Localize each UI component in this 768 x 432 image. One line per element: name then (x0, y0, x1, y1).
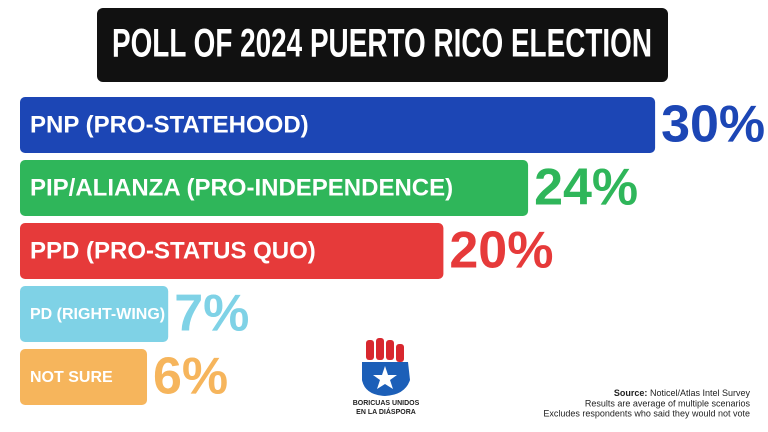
category-label: PPD (PRO-STATUS QUO) (30, 237, 316, 264)
note: Excludes respondents who said they would… (543, 408, 750, 418)
value-label: 24% (534, 159, 638, 217)
category-label: PNP (PRO-STATEHOOD) (30, 111, 309, 138)
source: Source: Noticel/Atlas Intel Survey (614, 388, 751, 398)
value-label: 7% (174, 285, 249, 343)
title-box (97, 8, 668, 82)
source-label: Source: (614, 388, 648, 398)
category-label: PD (RIGHT-WING) (30, 306, 165, 323)
logo-text: BORICUAS UNIDOS (353, 400, 420, 407)
bar (20, 223, 444, 279)
logo-finger (366, 340, 374, 360)
chart-title: POLL OF 2024 PUERTO RICO ELECTION (112, 22, 652, 66)
bar (20, 97, 656, 153)
value-label: 30% (661, 96, 765, 154)
logo-finger (376, 338, 384, 360)
logo-finger (396, 344, 404, 362)
bar (20, 349, 148, 405)
logo: BORICUAS UNIDOS EN LA DIÁSPORA (353, 338, 420, 416)
bar (20, 286, 169, 342)
bar (20, 160, 529, 216)
value-label: 6% (153, 348, 228, 406)
note: Results are average of multiple scenario… (585, 398, 751, 408)
category-label: PIP/ALIANZA (PRO-INDEPENDENCE) (30, 174, 453, 201)
source-text: Noticel/Atlas Intel Survey (650, 388, 751, 398)
logo-text: EN LA DIÁSPORA (356, 407, 416, 416)
logo-star (373, 366, 397, 389)
value-label: 20% (449, 222, 553, 280)
category-label: NOT SURE (30, 369, 113, 386)
logo-finger (386, 340, 394, 360)
